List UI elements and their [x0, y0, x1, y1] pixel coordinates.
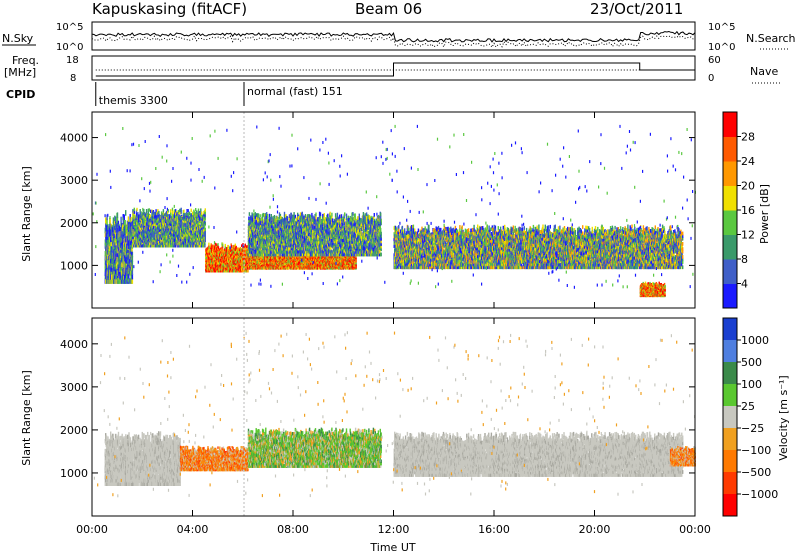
power-cell [115, 217, 116, 223]
beam-title: Beam 06 [355, 0, 422, 18]
cpid-row: CPID themis 3300 normal (fast) 151 [6, 82, 343, 107]
power-cell [134, 208, 135, 211]
power-cell [183, 210, 184, 213]
power-cell [189, 212, 190, 215]
nave-label: Nave [750, 65, 778, 78]
freq-tick-high: 18 [66, 55, 79, 66]
power-cell [191, 209, 192, 212]
power-cell [149, 208, 150, 211]
power-cell [170, 209, 171, 212]
freq-label-2: [MHz] [4, 66, 36, 79]
nsearch-tick-low: 10^0 [708, 42, 735, 53]
power-cell [150, 210, 151, 213]
nsky-tick-high: 10^5 [56, 22, 83, 33]
nsky-tick-low: 10^0 [56, 42, 83, 53]
power-cell [107, 224, 108, 230]
nsky-line [92, 32, 695, 42]
cpid-mode-0: themis 3300 [99, 94, 168, 107]
power-cell [205, 208, 206, 211]
power-cell [208, 243, 209, 246]
power-cell [128, 216, 129, 222]
power-cell [245, 244, 246, 247]
power-cell [129, 278, 130, 284]
power-cell [158, 211, 159, 214]
power-cell [246, 245, 247, 248]
power-cell [106, 219, 107, 225]
power-cell [153, 226, 154, 229]
nsky-strip: N.Sky 10^5 10^0 10^5 10^0 N.Search [2, 22, 796, 53]
power-cell [178, 210, 179, 213]
power-cell [163, 209, 164, 212]
power-cell [125, 210, 126, 216]
power-cell [125, 220, 126, 226]
freq-tick-low: 8 [70, 73, 76, 84]
power-cell [211, 245, 212, 248]
freq-strip: Freq. [MHz] 18 8 60 0 Nave [4, 54, 780, 84]
nave-tick-high: 60 [708, 55, 721, 66]
power-cell [172, 210, 173, 213]
date-title: 23/Oct/2011 [590, 0, 683, 18]
power-cell [110, 218, 111, 224]
power-cell [113, 217, 114, 223]
power-cell [247, 270, 248, 273]
power-cell [216, 243, 217, 246]
power-cell [146, 209, 147, 212]
power-cell [200, 208, 201, 211]
power-cell [241, 244, 242, 247]
power-cell [186, 209, 187, 212]
power-cell [176, 212, 177, 215]
power-cell [205, 228, 206, 231]
nsearch-label: N.Search [746, 32, 796, 45]
power-cell [196, 210, 197, 213]
nave-tick-low: 0 [708, 73, 714, 84]
nsky-label: N.Sky [2, 32, 34, 45]
power-cell [179, 209, 180, 212]
power-cell [136, 208, 137, 211]
power-cell [225, 244, 226, 247]
power-cell [201, 212, 202, 215]
cpid-label: CPID [6, 88, 35, 101]
power-cell [117, 212, 118, 218]
power-cell [130, 217, 131, 223]
cpid-mode-1: normal (fast) 151 [247, 85, 343, 98]
freq-line [96, 63, 695, 76]
power-cell [217, 243, 218, 246]
nsky-strip-frame [92, 22, 695, 50]
power-cell [124, 215, 125, 221]
nsearch-tick-high: 10^5 [708, 22, 735, 33]
power-cell [228, 245, 229, 248]
station-title: Kapuskasing (fitACF) [92, 0, 247, 18]
power-cell [231, 245, 232, 248]
power-data [93, 112, 696, 308]
power-cell [205, 222, 206, 225]
power-cell [181, 208, 182, 211]
power-cell [120, 217, 121, 223]
